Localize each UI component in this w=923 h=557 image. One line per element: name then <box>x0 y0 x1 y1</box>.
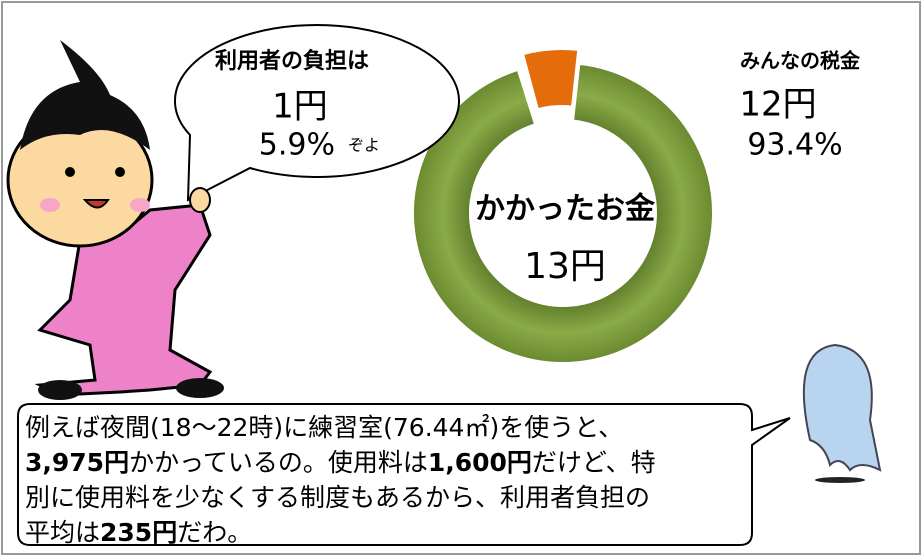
caption-emphasis: 235円 <box>100 518 177 547</box>
caption-text: 平均は <box>25 518 100 547</box>
caption-line: 平均は235円だわ。 <box>25 518 252 547</box>
tax-share-percent: 93.4% <box>747 128 842 163</box>
caption-text: 例えば夜間(18〜22時)に練習室(76.44㎡)を使うと、 <box>25 413 623 442</box>
caption-bubble <box>17 403 791 546</box>
speech-bubble <box>174 24 460 202</box>
caption-emphasis: 3,975円 <box>25 448 129 477</box>
center-title: かかったお金 <box>475 192 656 227</box>
caption: 例えば夜間(18〜22時)に練習室(76.44㎡)を使うと、 3,975円かかって… <box>25 413 656 547</box>
caption-line: 別に使用料を少なくする制度もあるから、利用者負担の <box>25 483 650 512</box>
tax-share-title: みんなの税金 <box>740 49 861 73</box>
caption-text: だけど、特 <box>532 448 656 477</box>
caption-line: 例えば夜間(18〜22時)に練習室(76.44㎡)を使うと、 <box>25 413 623 442</box>
caption-text: かかっているの。使用料は <box>129 448 428 477</box>
caption-emphasis: 1,600円 <box>428 448 532 477</box>
ghost <box>802 343 882 483</box>
user-share-suffix: ぞよ <box>348 136 380 155</box>
caption-text: 別に使用料を少なくする制度もあるから、利用者負担の <box>25 483 650 512</box>
character <box>6 40 224 400</box>
tax-share-amount: 12円 <box>739 85 816 125</box>
center-label: 13円 <box>524 246 606 287</box>
caption-text: だわ。 <box>177 518 252 547</box>
caption-line: 3,975円かかっているの。使用料は1,600円だけど、特 <box>25 448 656 477</box>
user-share-amount: 1円 <box>272 87 328 127</box>
donut-segment <box>521 48 580 111</box>
user-share-percent: 5.9% <box>259 128 335 163</box>
user-share-title: 利用者の負担は <box>215 48 369 74</box>
